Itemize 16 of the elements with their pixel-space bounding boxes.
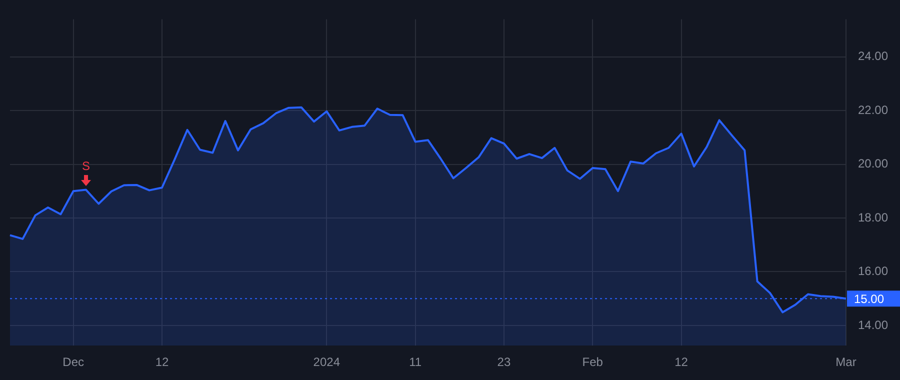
x-tick-label: Mar	[836, 355, 856, 370]
x-tick-label: 2024	[313, 355, 340, 370]
y-tick-label: 18.00	[858, 210, 888, 224]
y-tick-label: 14.00	[858, 318, 888, 332]
x-tick-label: 23	[497, 355, 511, 370]
x-tick-label: 12	[155, 355, 169, 370]
y-tick-label: 20.00	[858, 156, 888, 171]
y-tick-label: 24.00	[858, 49, 888, 64]
x-tick-label: 11	[409, 355, 422, 370]
ref-line-label: 15.00	[854, 292, 884, 306]
y-tick-label: 22.00	[858, 102, 888, 117]
x-tick-label: Dec	[62, 355, 84, 370]
y-tick-label: 16.00	[858, 264, 888, 278]
x-tick-label: Feb	[582, 355, 604, 370]
annotation: S	[82, 159, 90, 174]
x-tick-label: 12	[674, 355, 688, 370]
